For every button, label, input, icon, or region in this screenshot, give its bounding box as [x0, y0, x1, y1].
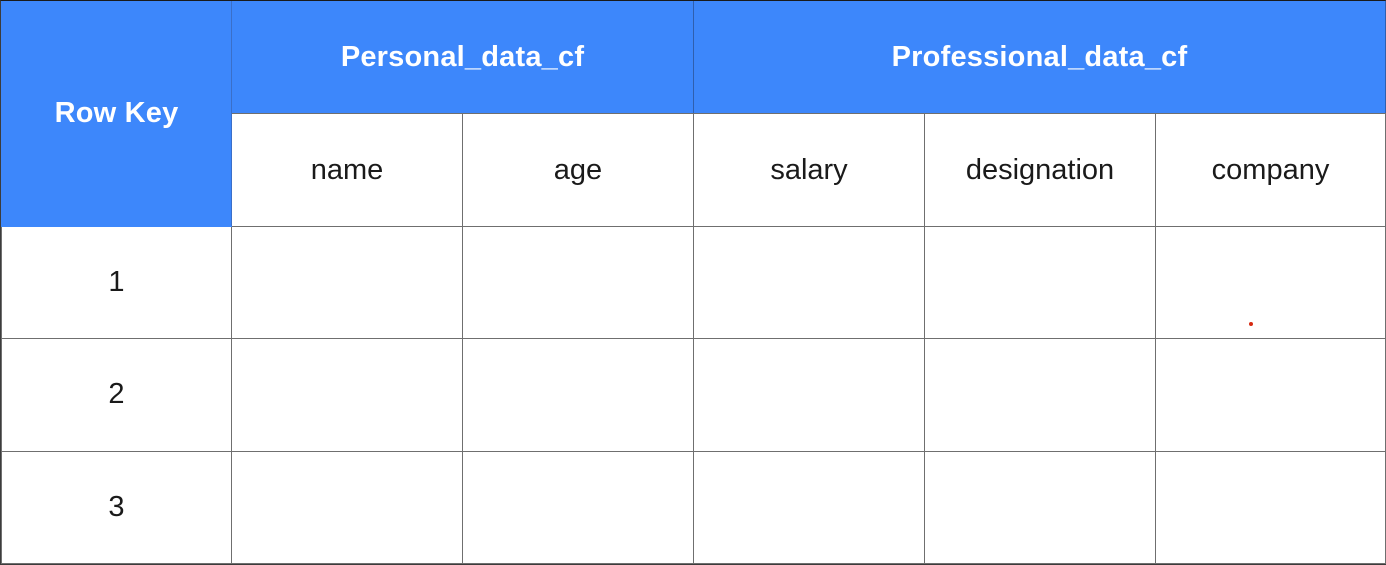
personal-data-cf-header: Personal_data_cf: [231, 0, 694, 115]
row-key-header: Row Key: [1, 1, 232, 227]
cell-age: [462, 450, 694, 565]
cell-age: [462, 338, 694, 452]
cursor-dot-marker: [1249, 322, 1253, 326]
header-row-columns: name age salary designation company: [2, 113, 1386, 227]
column-header-age: age: [462, 113, 694, 227]
cell-name: [231, 338, 463, 452]
cell-age: [462, 225, 694, 340]
cell-designation: [924, 338, 1156, 452]
column-header-name: name: [231, 113, 463, 227]
cell-name: [231, 225, 463, 340]
column-header-company: company: [1154, 113, 1386, 227]
cell-designation: [924, 450, 1156, 565]
professional-data-cf-header: Professional_data_cf: [692, 0, 1386, 115]
row-key-cell: 1: [1, 225, 232, 340]
header-row-families: Row Key Personal_data_cf Professional_da…: [1, 0, 1386, 227]
table-row: 2: [1, 338, 1386, 452]
table-row: 1: [1, 225, 1386, 340]
cell-salary: [693, 450, 925, 565]
cell-salary: [693, 338, 925, 452]
column-header-salary: salary: [693, 113, 925, 227]
cell-company: [1154, 338, 1386, 452]
table-row: 3: [1, 450, 1386, 565]
cell-designation: [924, 225, 1156, 340]
row-key-cell: 3: [1, 450, 232, 565]
cell-salary: [693, 225, 925, 340]
column-header-designation: designation: [924, 113, 1156, 227]
cell-name: [231, 450, 463, 565]
cell-company: [1154, 225, 1386, 340]
row-key-cell: 2: [1, 338, 232, 452]
cell-company: [1154, 450, 1386, 565]
